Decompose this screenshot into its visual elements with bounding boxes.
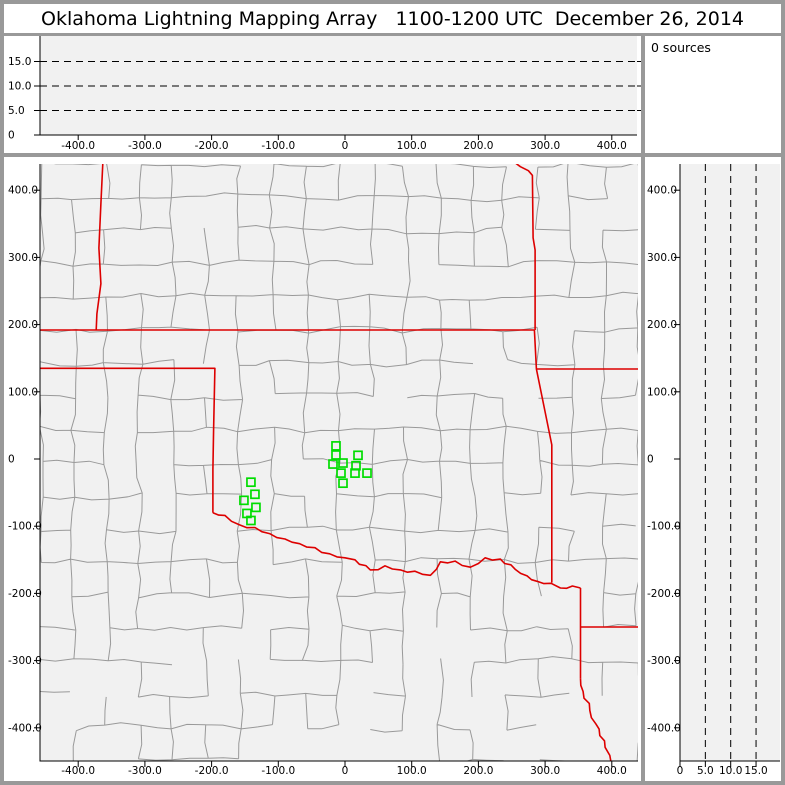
y-tick-label: -400.0 (647, 722, 681, 734)
x-tick-label: 200.0 (463, 765, 493, 777)
altitude-gridlines (704, 164, 757, 761)
station-marker (362, 468, 372, 478)
x-tick-label: -400.0 (61, 765, 95, 777)
state-border-sabine-river-tx-la (579, 678, 612, 761)
x-tick-label: 100.0 (397, 140, 427, 152)
y-tick-label: 0 (8, 454, 15, 466)
altitude-ns-panel: 400.0 300.0 200.0 100.0 0 -100.0 -200.0 -300.0 -… (645, 157, 781, 781)
station-marker (250, 489, 260, 500)
x-tick-label: 400.0 (597, 765, 627, 777)
y-tick-label: -200.0 (8, 588, 42, 600)
state-border-texas-oklahoma-36p5n-100w (40, 367, 216, 513)
top-ticks (34, 61, 641, 140)
y-tick-label: 15.0 (8, 56, 31, 68)
map-tick-labels: 400.0 300.0 200.0 100.0 0 -100.0 -200.0 -300.0 -… (8, 185, 627, 777)
state-border-red-river-ok-tx (212, 512, 581, 590)
right-tick-labels: 400.0 300.0 200.0 100.0 0 -100.0 -200.0 -300.0 -… (647, 185, 768, 777)
station-marker (350, 468, 360, 478)
station-marker (338, 458, 348, 468)
map-ticks (34, 189, 613, 767)
map-axes (39, 164, 638, 762)
x-tick-label: -200.0 (195, 765, 229, 777)
page-title: Oklahoma Lightning Mapping Array 1100-12… (40, 7, 744, 30)
x-tick-label: 100.0 (397, 765, 427, 777)
x-tick-label: 10.0 (719, 765, 742, 777)
y-tick-label: 0 (647, 454, 654, 466)
y-tick-label: 200.0 (647, 319, 677, 331)
x-tick-label: -100.0 (261, 765, 295, 777)
station-marker (331, 441, 341, 451)
x-tick-label: 0 (342, 140, 349, 152)
x-tick-label: 300.0 (530, 140, 560, 152)
plan-view-map-plot: 400.0 300.0 200.0 100.0 0 -100.0 -200.0 -300.0 -… (8, 164, 638, 777)
plan-view-map-panel: 400.0 300.0 200.0 100.0 0 -100.0 -200.0 -300.0 -… (4, 157, 641, 781)
station-marker (246, 515, 256, 526)
sources-count-panel: 0 sources (645, 36, 781, 153)
x-tick-label: 400.0 (597, 140, 627, 152)
station-marker (251, 502, 261, 513)
x-tick-label: -300.0 (128, 765, 162, 777)
y-tick-label: 300.0 (8, 252, 38, 264)
altitude-ew-panel: 0 5.0 10.0 15.0 -400.0 -300.0 -200.0 -100.0 0 100… (4, 36, 641, 153)
right-ticks (674, 189, 757, 767)
state-borders (40, 164, 638, 761)
y-tick-label: -300.0 (647, 655, 681, 667)
lma-stations (239, 441, 372, 526)
station-marker (353, 450, 363, 461)
x-tick-label: -400.0 (61, 140, 95, 152)
right-plot-area (680, 164, 780, 761)
county-lines-path (40, 164, 638, 761)
top-tick-labels: 0 5.0 10.0 15.0 -400.0 -300.0 -200.0 -100.0 0 100… (8, 56, 627, 152)
y-tick-label: -100.0 (8, 521, 42, 533)
y-tick-label: 200.0 (8, 319, 38, 331)
state-border-oklahoma-missouri-arkansas (533, 329, 553, 583)
x-tick-label: -100.0 (261, 140, 295, 152)
altitude-gridlines (40, 61, 637, 111)
y-tick-label: 10.0 (8, 81, 31, 93)
sources-count-label: 0 sources (651, 40, 711, 55)
y-tick-label: 400.0 (647, 185, 677, 197)
y-tick-label: 300.0 (647, 252, 677, 264)
station-marker (331, 450, 341, 460)
y-tick-label: 5.0 (8, 105, 25, 117)
y-tick-label: 400.0 (8, 185, 38, 197)
title-bar: Oklahoma Lightning Mapping Array 1100-12… (4, 4, 781, 33)
x-tick-label: -200.0 (195, 140, 229, 152)
station-marker (246, 477, 256, 488)
y-tick-label: -100.0 (647, 521, 681, 533)
x-tick-label: -300.0 (128, 140, 162, 152)
y-tick-label: 0 (8, 130, 15, 142)
x-tick-label: 5.0 (697, 765, 714, 777)
x-tick-label: 0 (342, 765, 349, 777)
altitude-ns-plot: 400.0 300.0 200.0 100.0 0 -100.0 -200.0 -300.0 -… (647, 164, 780, 777)
x-tick-label: 15.0 (744, 765, 767, 777)
x-tick-label: 200.0 (463, 140, 493, 152)
y-tick-label: 100.0 (647, 386, 677, 398)
y-tick-label: -400.0 (8, 722, 42, 734)
county-boundaries (40, 164, 638, 761)
y-tick-label: 100.0 (8, 386, 38, 398)
station-marker (239, 495, 249, 506)
station-marker (336, 468, 346, 478)
y-tick-label: -200.0 (647, 588, 681, 600)
y-tick-label: -300.0 (8, 655, 42, 667)
altitude-ew-plot: 0 5.0 10.0 15.0 -400.0 -300.0 -200.0 -100.0 0 100… (8, 36, 641, 152)
station-marker (338, 478, 348, 489)
station-marker (328, 459, 338, 469)
state-border-kansas-missouri (515, 164, 536, 330)
state-border-kansas-colorado-102w (95, 164, 104, 331)
x-tick-label: 300.0 (530, 765, 560, 777)
x-tick-label: 0 (677, 765, 684, 777)
